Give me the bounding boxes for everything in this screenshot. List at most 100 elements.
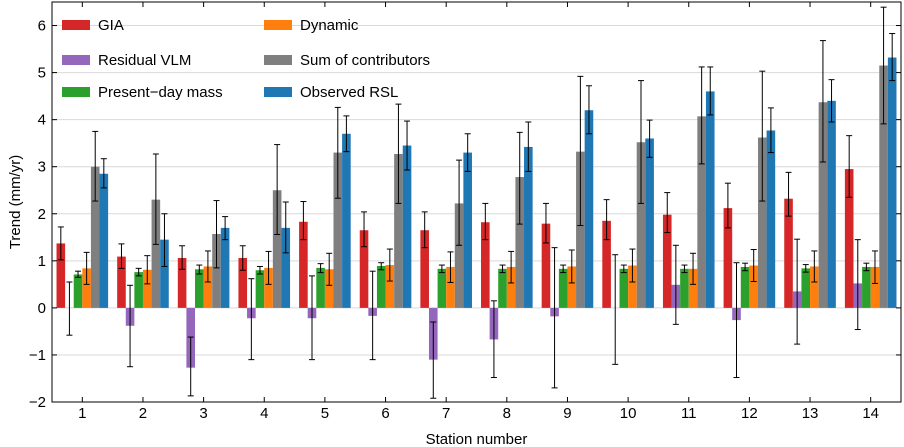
x-tick-label: 13 bbox=[802, 405, 819, 422]
bar-dynamic bbox=[870, 266, 880, 308]
bar-gia bbox=[56, 243, 66, 308]
bar-observed-rsl bbox=[220, 227, 230, 308]
y-axis-title: Trend (mm/yr) bbox=[7, 155, 24, 249]
bars bbox=[56, 57, 897, 368]
bar-gia bbox=[420, 230, 429, 308]
bar-present-day-mass bbox=[73, 274, 83, 308]
bar-observed-rsl bbox=[402, 145, 412, 308]
bar-dynamic bbox=[203, 266, 213, 308]
bar-present-day-mass bbox=[134, 272, 143, 308]
y-tick-label: −1 bbox=[29, 347, 46, 364]
x-tick-label: 5 bbox=[321, 405, 329, 422]
bar-present-day-mass bbox=[680, 268, 689, 308]
x-tick-label: 2 bbox=[139, 405, 147, 422]
legend-swatch bbox=[62, 20, 90, 30]
bar-dynamic bbox=[628, 265, 637, 308]
x-tick-label: 1 bbox=[78, 405, 86, 422]
bar-present-day-mass bbox=[316, 267, 325, 308]
bar-observed-rsl bbox=[99, 173, 109, 308]
bar-gia bbox=[784, 198, 793, 308]
bar-gia bbox=[481, 222, 490, 308]
bar-gia bbox=[238, 258, 248, 308]
bar-sum-of-contributors bbox=[697, 116, 706, 308]
bar-present-day-mass bbox=[801, 268, 811, 308]
bar-gia bbox=[662, 214, 672, 308]
x-tick-label: 10 bbox=[620, 405, 637, 422]
bar-sum-of-contributors bbox=[272, 190, 282, 308]
bar-sum-of-contributors bbox=[636, 142, 646, 308]
plot-frame bbox=[51, 1, 902, 403]
bar-present-day-mass bbox=[195, 269, 204, 308]
bar-dynamic bbox=[567, 266, 577, 308]
bar-observed-rsl bbox=[160, 239, 169, 308]
bar-observed-rsl bbox=[887, 57, 897, 308]
bar-present-day-mass bbox=[740, 266, 750, 308]
bar-observed-rsl bbox=[584, 110, 594, 308]
x-tick-label: 3 bbox=[199, 405, 207, 422]
bar-gia bbox=[844, 169, 854, 308]
y-tick-label: 2 bbox=[38, 206, 46, 223]
legend-label: Residual VLM bbox=[98, 52, 191, 69]
legend-label: Sum of contributors bbox=[300, 52, 430, 69]
bar-observed-rsl bbox=[705, 91, 715, 308]
bar-sum-of-contributors bbox=[515, 177, 525, 308]
x-tick-label: 11 bbox=[681, 405, 697, 422]
bar-gia bbox=[117, 256, 126, 308]
y-tick-label: 0 bbox=[38, 300, 46, 317]
x-tick-label: 8 bbox=[503, 405, 511, 422]
y-tick-label: 5 bbox=[38, 65, 46, 82]
bar-sum-of-contributors bbox=[394, 154, 403, 308]
bar-dynamic bbox=[446, 266, 455, 308]
bar-gia bbox=[177, 258, 187, 308]
legend-label: Observed RSL bbox=[300, 84, 398, 101]
legend-swatch bbox=[264, 20, 292, 30]
legend-label: Present−day mass bbox=[98, 84, 223, 101]
bar-observed-rsl bbox=[342, 133, 351, 308]
y-tick-label: −2 bbox=[29, 394, 46, 411]
bar-present-day-mass bbox=[437, 268, 447, 308]
bar-gia bbox=[359, 230, 369, 308]
bar-present-day-mass bbox=[619, 268, 629, 308]
x-tick-label: 6 bbox=[381, 405, 389, 422]
y-tick-label: 3 bbox=[38, 159, 46, 176]
bar-sum-of-contributors bbox=[333, 152, 343, 308]
legend-label: GIA bbox=[98, 17, 124, 34]
bar-observed-rsl bbox=[766, 130, 776, 308]
bar-dynamic bbox=[324, 269, 334, 308]
x-tick-label: 4 bbox=[260, 405, 268, 422]
bar-dynamic bbox=[749, 265, 758, 308]
bar-sum-of-contributors bbox=[212, 234, 221, 308]
bar-gia bbox=[299, 221, 308, 308]
bar-observed-rsl bbox=[645, 138, 654, 308]
bar-dynamic bbox=[82, 268, 91, 308]
bar-sum-of-contributors bbox=[90, 166, 100, 308]
bar-observed-rsl bbox=[827, 100, 836, 308]
bar-dynamic bbox=[142, 269, 152, 308]
x-tick-label: 7 bbox=[442, 405, 450, 422]
bar-present-day-mass bbox=[255, 270, 265, 308]
bar-sum-of-contributors bbox=[151, 199, 161, 308]
bar-sum-of-contributors bbox=[576, 151, 585, 308]
legend-swatch bbox=[264, 87, 292, 97]
bar-present-day-mass bbox=[498, 268, 507, 308]
bar-dynamic bbox=[688, 268, 698, 308]
legend-label: Dynamic bbox=[300, 17, 359, 34]
bar-observed-rsl bbox=[524, 146, 533, 308]
bar-gia bbox=[723, 208, 733, 308]
x-tick-label: 14 bbox=[862, 405, 879, 422]
bar-dynamic bbox=[264, 267, 273, 308]
bar-dynamic bbox=[385, 265, 395, 308]
legend-swatch bbox=[264, 55, 292, 65]
legend: GIA Dynamic Residual VLM Sum of contributor… bbox=[62, 17, 430, 101]
bar-observed-rsl bbox=[463, 152, 472, 308]
x-axis-title: Station number bbox=[426, 431, 528, 447]
bar-dynamic bbox=[810, 266, 819, 308]
x-tick-label: 9 bbox=[563, 405, 571, 422]
bar-sum-of-contributors bbox=[879, 65, 888, 308]
bar-present-day-mass bbox=[862, 266, 871, 308]
bar-present-day-mass bbox=[558, 268, 568, 308]
error-bars bbox=[57, 6, 896, 399]
y-tick-label: 4 bbox=[38, 112, 46, 129]
